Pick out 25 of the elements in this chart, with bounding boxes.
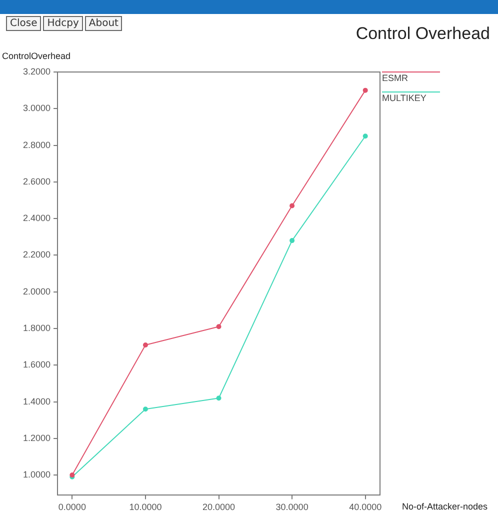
y-tick-label: 1.4000 bbox=[22, 396, 51, 406]
text: About bbox=[84, 16, 122, 31]
x-tick-label: 0.0000 bbox=[58, 502, 86, 512]
series-label: ESMR bbox=[382, 72, 409, 83]
y-tick-label: 2.6000 bbox=[22, 176, 51, 186]
y-tick-label: 2.2000 bbox=[22, 250, 51, 260]
x-tick-label: 10.0000 bbox=[129, 502, 162, 512]
y-tick-label: 2.0000 bbox=[22, 286, 51, 296]
y-tick-label: 1.8000 bbox=[22, 322, 51, 333]
y-tick-label: 2.4000 bbox=[22, 213, 51, 224]
x-tick-label: 40.0000 bbox=[349, 502, 382, 512]
text: Hdcpy bbox=[43, 16, 83, 31]
text: Close bbox=[6, 16, 42, 31]
y-tick-label: 1.2000 bbox=[22, 432, 51, 443]
x-tick-label: 20.0000 bbox=[202, 502, 236, 512]
y-axis-title: ControlOverhead bbox=[2, 50, 71, 61]
text: Control Overhead bbox=[356, 24, 490, 44]
y-tick-label: 1.6000 bbox=[22, 360, 51, 370]
y-tick-label: 3.0000 bbox=[22, 103, 51, 114]
y-tick-label: 2.8000 bbox=[22, 140, 51, 150]
x-tick-label: 30.0000 bbox=[276, 502, 308, 512]
y-tick-label: 3.2000 bbox=[22, 66, 51, 76]
y-tick-label: 1.0000 bbox=[22, 470, 51, 480]
text: MULTIKEY bbox=[382, 92, 426, 103]
x-axis-title: No-of-Attacker-nodes bbox=[402, 502, 488, 512]
